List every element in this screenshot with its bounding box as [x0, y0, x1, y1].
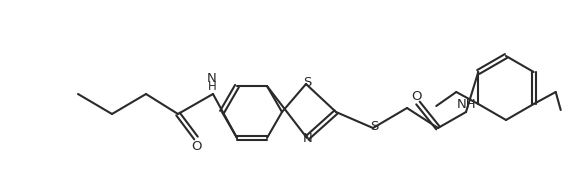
Text: O: O: [411, 89, 421, 102]
Text: N: N: [303, 132, 313, 146]
Text: S: S: [303, 77, 311, 89]
Text: NH: NH: [457, 98, 477, 112]
Text: O: O: [192, 139, 202, 153]
Text: S: S: [370, 121, 378, 134]
Text: N: N: [207, 72, 217, 84]
Text: H: H: [208, 81, 216, 93]
